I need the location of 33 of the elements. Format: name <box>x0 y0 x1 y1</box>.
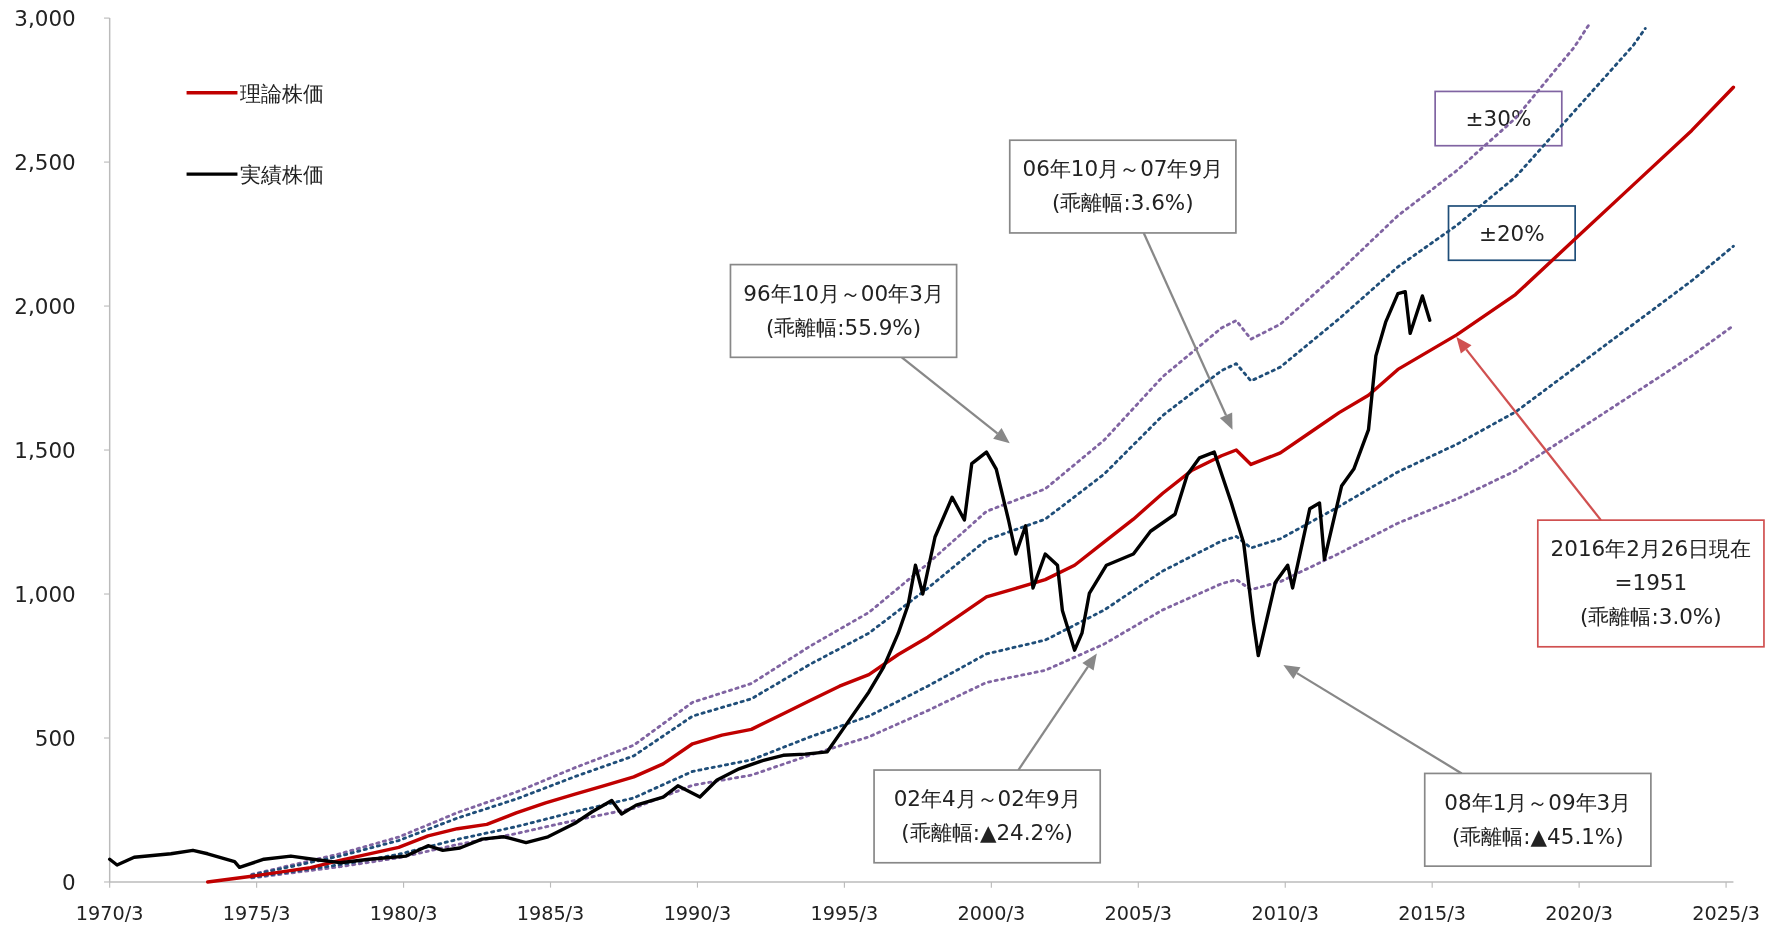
legend-label: 実績株価 <box>239 162 324 188</box>
series-label: ±20% <box>1478 221 1545 247</box>
annotation: 08年1月～09年3月 (乖離幅:▲45.1%) <box>1444 789 1632 849</box>
y-tick-label: 1,500 <box>14 437 76 463</box>
annotation: 06年10月～07年9月 (乖離幅:3.6%) <box>1022 156 1224 216</box>
annotation: 96年10月～00年3月 (乖離幅:55.9%) <box>743 280 944 340</box>
y-tick-label: 500 <box>34 725 76 751</box>
x-tick-label: 1995/3 <box>810 902 879 926</box>
x-tick-label: 2005/3 <box>1104 902 1173 926</box>
x-tick-label: 1970/3 <box>75 902 144 926</box>
x-tick-label: 1975/3 <box>222 902 291 926</box>
x-tick-label: 2000/3 <box>957 902 1026 926</box>
annotation: 02年4月～02年9月 (乖離幅:▲24.2%) <box>873 653 1102 864</box>
x-tick-label: 1985/3 <box>516 902 585 926</box>
x-tick-label: 1980/3 <box>369 902 438 926</box>
annotation: 06年10月～07年9月 (乖離幅:3.6%) <box>1008 139 1237 430</box>
annotation: 2016年2月26日現在 =1951 (乖離幅:3.0%) <box>1456 336 1765 648</box>
y-tick-label: 2,000 <box>14 293 76 319</box>
y-tick-label: 0 <box>62 869 76 895</box>
annotation: 96年10月～00年3月 (乖離幅:55.9%) <box>729 263 1010 444</box>
x-tick-label: 1990/3 <box>663 902 732 926</box>
x-tick-label: 2015/3 <box>1398 902 1466 926</box>
series-label: ±30% <box>1465 106 1532 132</box>
y-tick-label: 2,500 <box>14 149 76 175</box>
x-tick-label: 2025/3 <box>1692 902 1760 926</box>
annotation: 2016年2月26日現在 =1951 (乖離幅:3.0%) <box>1550 536 1752 630</box>
legend-label: 理論株価 <box>239 80 324 106</box>
y-tick-label: 1,000 <box>14 581 76 607</box>
x-tick-label: 2020/3 <box>1545 902 1613 926</box>
y-tick-label: 3,000 <box>14 6 76 32</box>
annotation: 08年1月～09年3月 (乖離幅:▲45.1%) <box>1283 664 1652 867</box>
annotation: 02年4月～02年9月 (乖離幅:▲24.2%) <box>893 786 1081 846</box>
x-tick-label: 2010/3 <box>1251 902 1320 926</box>
